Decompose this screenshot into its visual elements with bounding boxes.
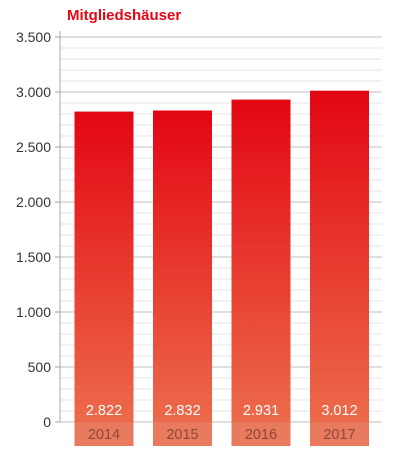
y-tick-label: 3.500 xyxy=(16,29,51,45)
bar-2016 xyxy=(231,99,291,422)
bar-2014 xyxy=(74,111,134,422)
category-band-2016 xyxy=(231,422,291,446)
value-label-2014: 2.822 xyxy=(86,403,122,419)
y-tick-label: 1.000 xyxy=(16,304,51,320)
value-label-2016: 2.931 xyxy=(243,403,279,419)
category-band-2017 xyxy=(310,422,369,446)
y-tick-label: 0 xyxy=(43,414,51,430)
category-label-2015: 2015 xyxy=(166,427,198,443)
category-label-2014: 2014 xyxy=(88,427,120,443)
value-label-2015: 2.832 xyxy=(164,403,200,419)
y-axis: 0 500 1.000 1.500 2.000 2.500 3.000 3.500 xyxy=(16,29,61,430)
category-band-2014 xyxy=(74,422,134,446)
y-tick-label: 500 xyxy=(28,359,52,375)
y-tick-label: 2.500 xyxy=(16,139,51,155)
y-tick-label: 2.000 xyxy=(16,194,51,210)
category-band-2015 xyxy=(153,422,212,446)
y-tick-label: 3.000 xyxy=(16,84,51,100)
bar-2015 xyxy=(153,110,212,422)
chart-title: Mitgliedshäuser xyxy=(67,7,181,24)
value-label-2017: 3.012 xyxy=(321,403,357,419)
category-label-2017: 2017 xyxy=(323,427,355,443)
bar-2017 xyxy=(310,90,369,423)
y-tick-label: 1.500 xyxy=(16,249,51,265)
category-label-2016: 2016 xyxy=(245,427,277,443)
bars: 2.822 2014 2.832 2015 2.931 2016 3.012 2017 xyxy=(74,90,369,446)
